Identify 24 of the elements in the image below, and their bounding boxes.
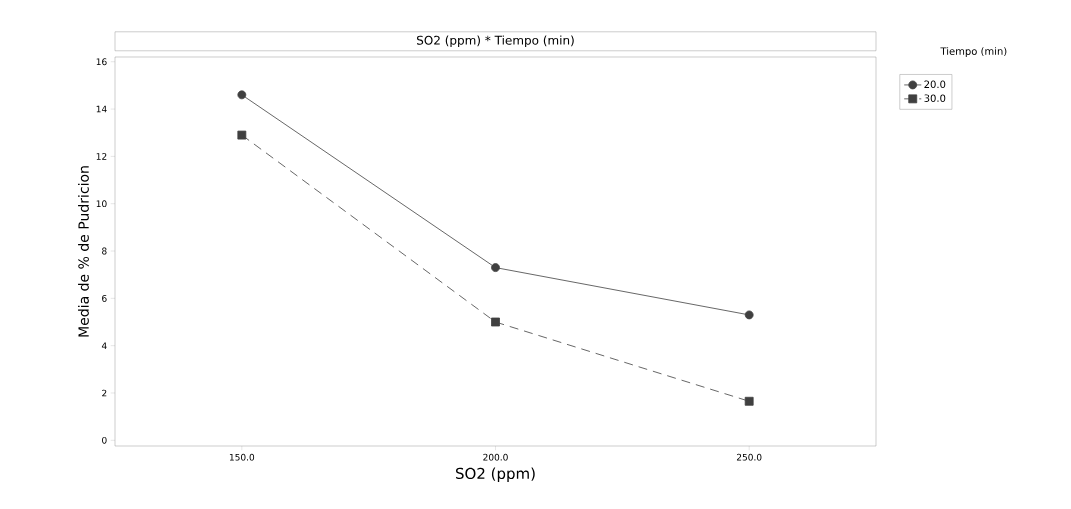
y-axis-title: Media de % de Pudricion xyxy=(78,166,89,337)
y-tick-label: 10 xyxy=(96,200,107,208)
y-tick-label: 14 xyxy=(96,105,107,113)
point xyxy=(491,317,500,327)
x-tick-label: 250.0 xyxy=(736,453,762,461)
y-tick-label: 12 xyxy=(96,153,107,160)
point xyxy=(744,310,754,320)
y-tick-label: 16 xyxy=(96,58,107,66)
x-tick-label: 200.0 xyxy=(483,453,508,461)
y-tick-label: 6 xyxy=(102,294,107,302)
y-tick-label: 8 xyxy=(102,247,107,255)
y-tick-label: 2 xyxy=(102,389,107,397)
point xyxy=(237,130,247,140)
legend-label: 20.0 xyxy=(924,80,946,89)
point xyxy=(744,396,754,406)
point xyxy=(237,90,247,100)
chart-title: SO2 (ppm) * Tiempo (min) xyxy=(417,35,574,48)
y-tick-label: 4 xyxy=(101,342,107,349)
legend-label: 30.0 xyxy=(924,94,946,102)
x-tick-label: 150.0 xyxy=(229,453,255,461)
x-axis-title: SO2 (ppm) xyxy=(455,467,535,482)
legend-title: Tiempo (min) xyxy=(940,47,1007,57)
y-tick-label: 0 xyxy=(102,436,107,444)
point xyxy=(491,263,500,272)
